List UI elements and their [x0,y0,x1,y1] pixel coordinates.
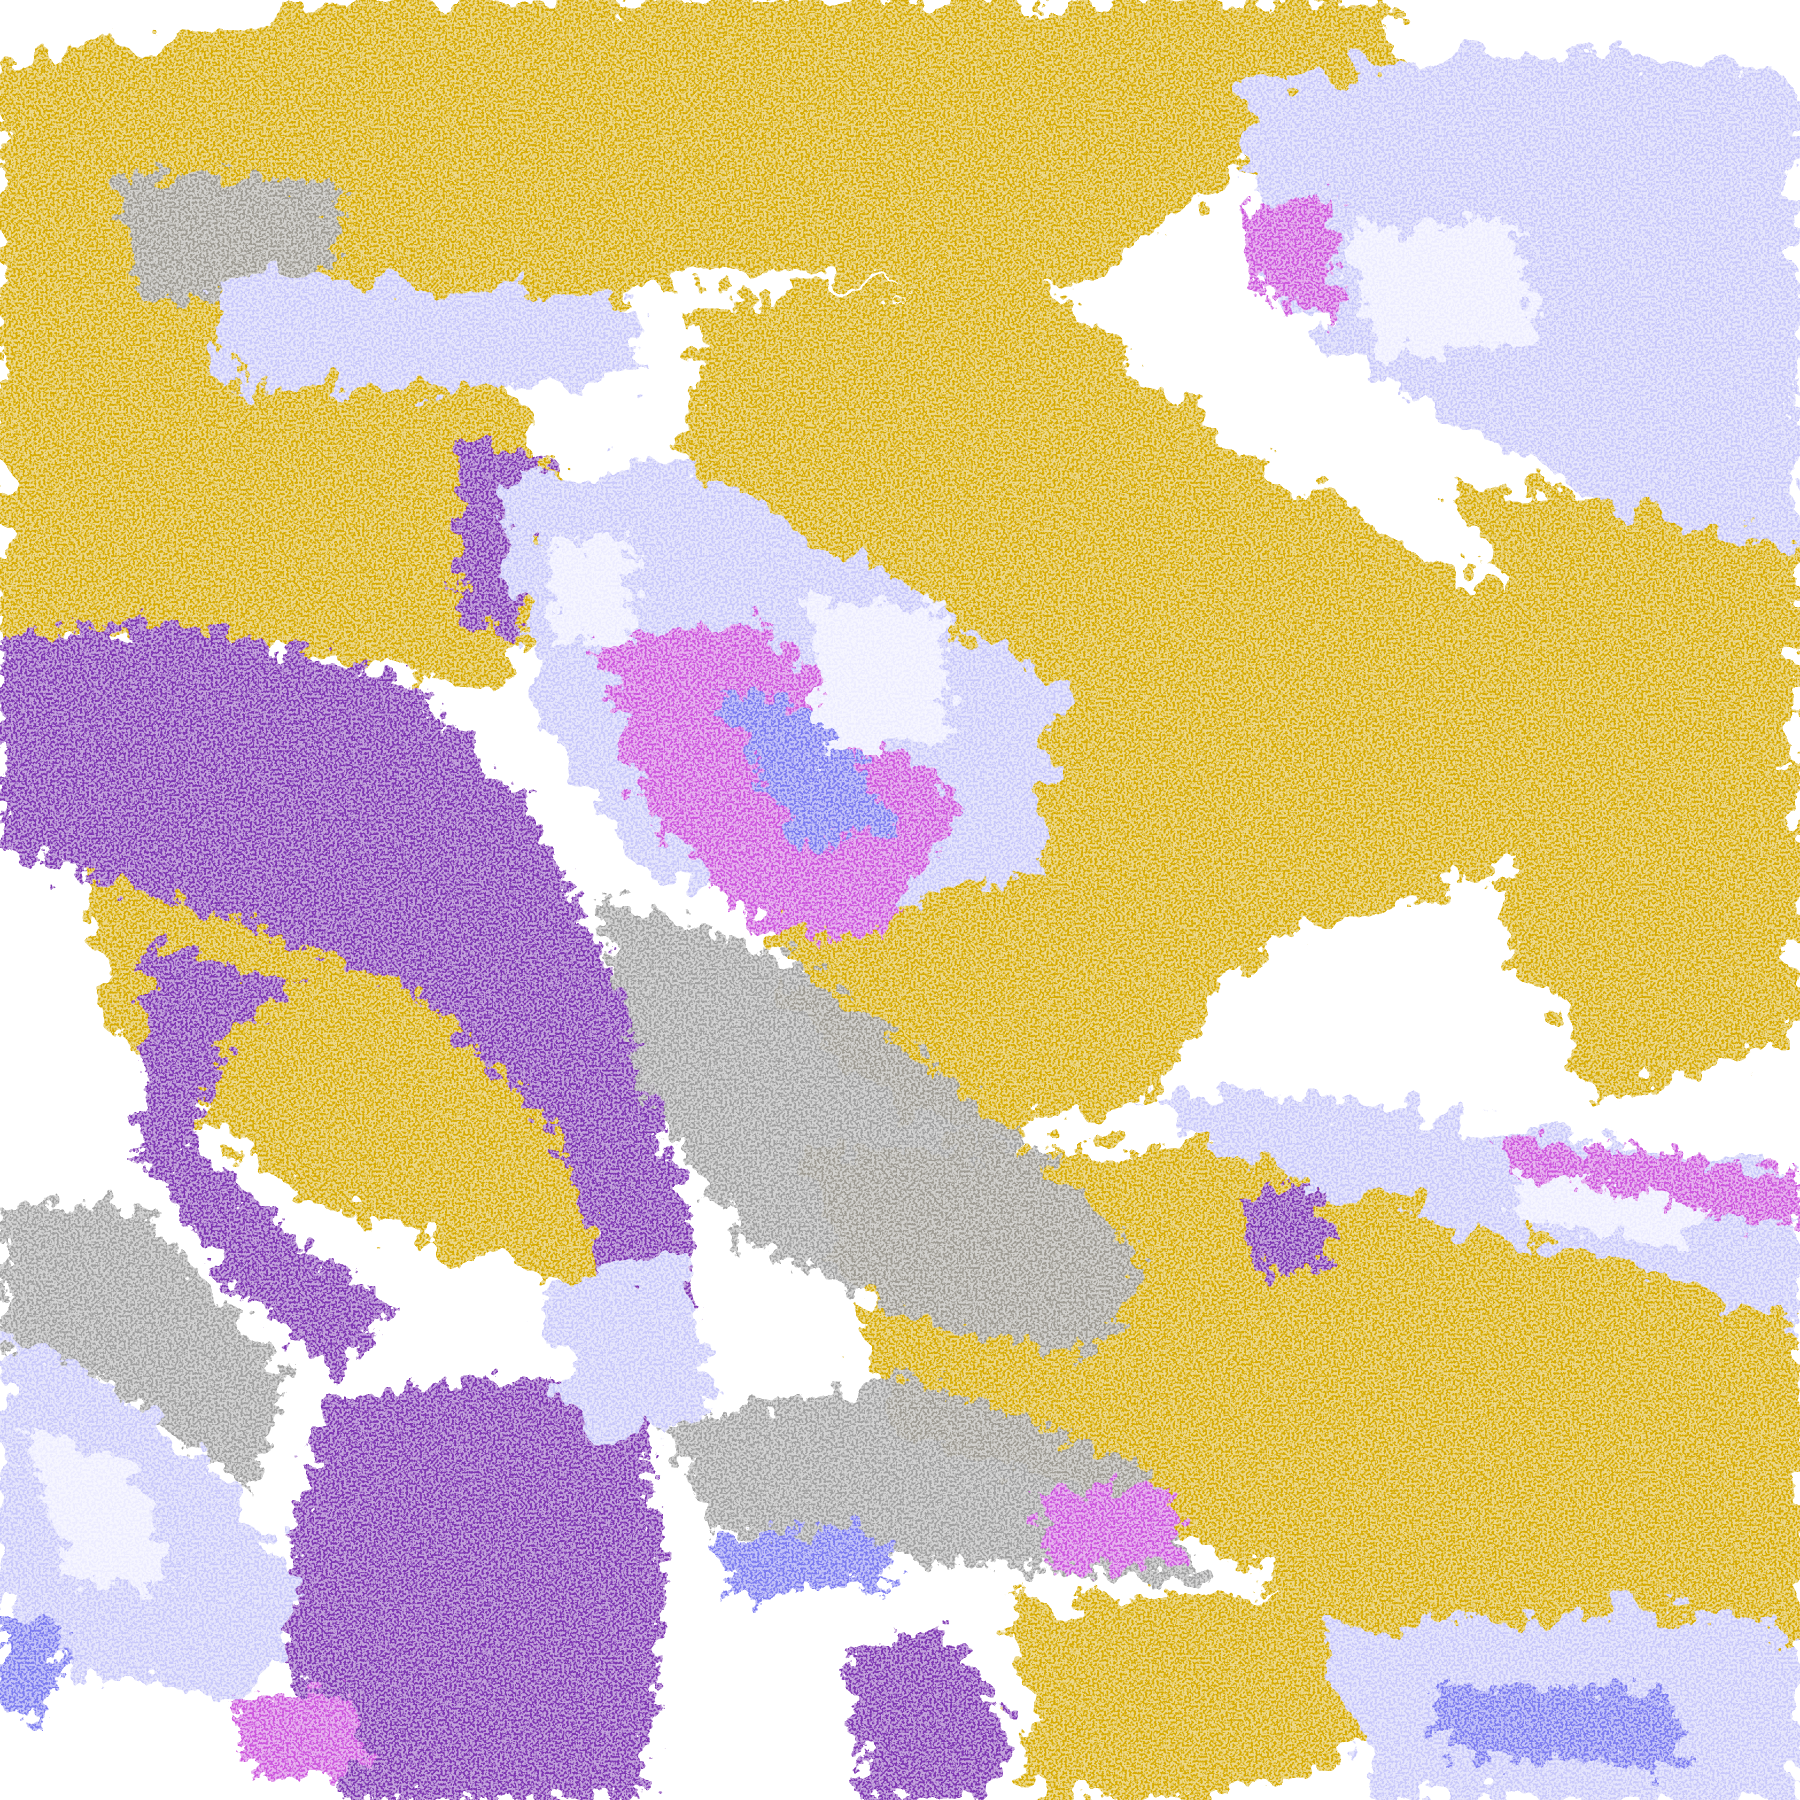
speckle-texture [0,0,1800,1800]
satellite-classification-map [0,0,1800,1800]
